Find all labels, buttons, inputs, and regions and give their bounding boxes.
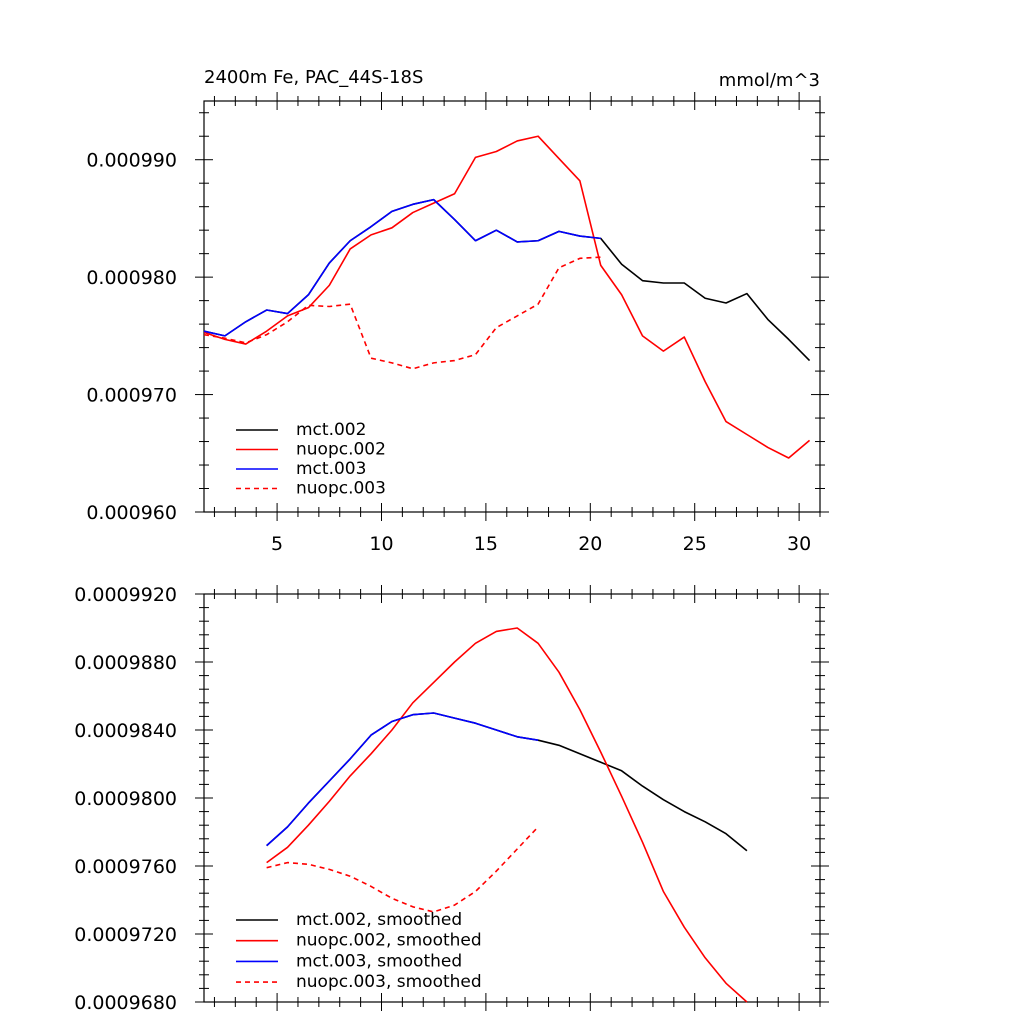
y-tick-label: 0.0009800 — [74, 788, 177, 810]
legend-label: nuopc.002, smoothed — [296, 931, 482, 951]
y-tick-label: 0.0009760 — [74, 856, 177, 878]
legend-label: mct.002 — [296, 420, 366, 440]
legend-label: nuopc.003 — [296, 479, 386, 499]
plot-frame — [203, 100, 821, 513]
y-tick-label: 0.000970 — [86, 385, 177, 407]
legend-label: nuopc.003, smoothed — [296, 972, 482, 992]
y-tick-label: 0.0009720 — [74, 924, 177, 946]
top-panel-title: 2400m Fe, PAC_44S-18S — [204, 67, 423, 88]
series-line-mct-002 — [203, 198, 811, 362]
series-line-nuopc-003-smoothed — [266, 826, 539, 913]
y-tick-label: 0.0009920 — [74, 584, 177, 606]
x-tick-label: 15 — [474, 533, 498, 555]
series-line-nuopc-002-smoothed — [266, 627, 748, 1003]
top-panel-axes: 5 10 15 20 25 30 0.000960 0.000970 0.000980 0.000… — [86, 92, 829, 555]
y-tick-label: 0.0009840 — [74, 720, 177, 742]
top-panel-units: mmol/m^3 — [719, 70, 820, 91]
top-panel: 2400m Fe, PAC_44S-18S mmol/m^3 5 10 15 20 25… — [86, 67, 829, 555]
top-panel-lines — [203, 135, 811, 459]
legend-label: mct.002, smoothed — [296, 910, 462, 930]
bottom-panel: 510152025300.00096800.00097200.00097600.… — [74, 584, 829, 1024]
x-tick-label: 25 — [683, 533, 707, 555]
legend-label: mct.003, smoothed — [296, 951, 462, 971]
series-line-mct-003-smoothed — [266, 712, 539, 847]
x-tick-label: 10 — [369, 533, 393, 555]
bottom-panel-lines — [266, 627, 748, 1003]
series-line-nuopc-002 — [203, 135, 811, 459]
y-tick-label: 0.0009880 — [74, 652, 177, 674]
y-tick-label: 0.0009680 — [74, 992, 177, 1014]
y-tick-label: 0.000980 — [86, 267, 177, 289]
x-tick-label: 20 — [578, 533, 602, 555]
series-line-nuopc-003 — [203, 256, 601, 370]
y-tick-label: 0.000990 — [86, 150, 177, 172]
bottom-panel-axes: 510152025300.00096800.00097200.00097600.… — [74, 584, 829, 1024]
y-tick-label: 0.000960 — [86, 502, 177, 524]
x-tick-label: 30 — [787, 533, 811, 555]
legend-label: mct.003 — [296, 459, 366, 479]
x-tick-label: 5 — [271, 533, 283, 555]
series-line-mct-003 — [203, 198, 601, 337]
legend-label: nuopc.002 — [296, 440, 386, 460]
